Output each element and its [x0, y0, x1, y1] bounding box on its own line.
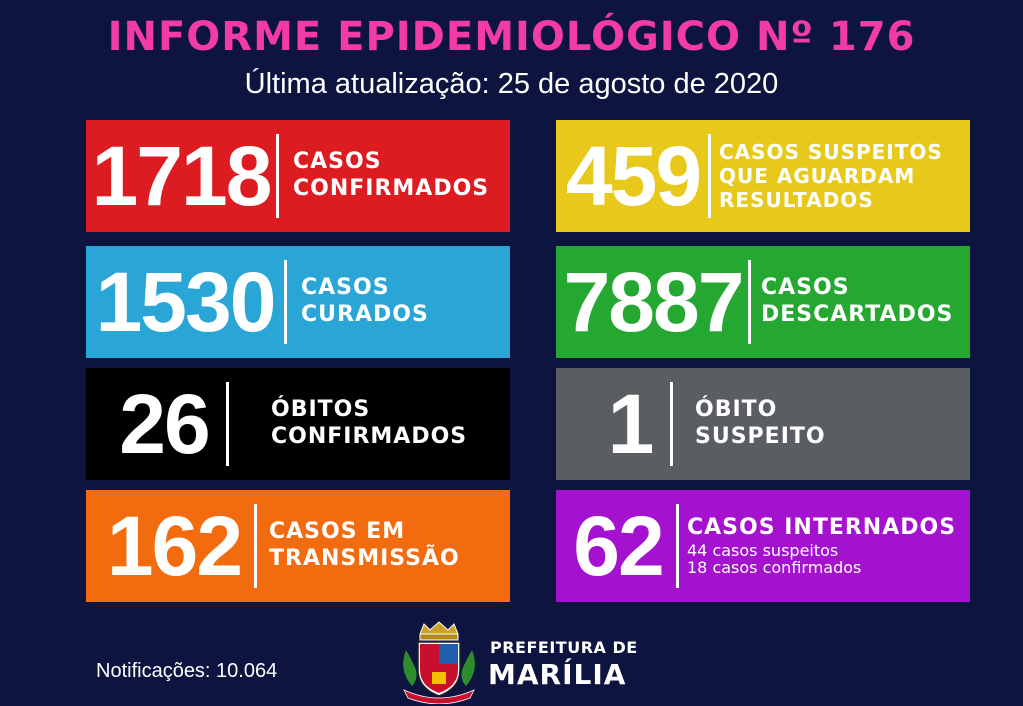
card-confirmed-cases: 1718 CASOS CONFIRMADOS: [86, 120, 510, 232]
card-label-line: CASOS INTERNADOS: [687, 514, 957, 540]
card-label-line: CONFIRMADOS: [293, 176, 490, 201]
card-divider: [670, 382, 673, 466]
card-label-line: CONFIRMADOS: [271, 424, 468, 449]
card-label-line: CASOS: [761, 275, 850, 301]
card-label: CASOS DESCARTADOS: [761, 275, 953, 329]
card-label-line: CASOS: [293, 149, 382, 175]
card-label: CASOS CURADOS: [301, 275, 429, 329]
card-sublabel: 44 casos suspeitos 18 casos confirmados: [687, 542, 956, 577]
card-label-line: RESULTADOS: [719, 188, 874, 212]
prefeitura-label: PREFEITURA DE: [490, 638, 638, 657]
card-divider: [748, 260, 751, 344]
card-label-line: CASOS: [301, 275, 390, 301]
card-sublabel-line: 44 casos suspeitos: [687, 540, 839, 560]
card-label: ÓBITOS CONFIRMADOS: [271, 397, 467, 451]
card-label-line: QUE AGUARDAM: [719, 164, 916, 188]
card-label-line: SUSPEITO: [695, 424, 826, 449]
card-label: CASOS CONFIRMADOS: [293, 149, 489, 203]
card-value: 62: [573, 499, 664, 593]
card-label: CASOS EM TRANSMISSÃO: [269, 519, 460, 573]
card-value: 1: [607, 377, 655, 471]
card-divider: [284, 260, 287, 344]
card-label-line: CURADOS: [301, 302, 429, 327]
notifications-count: Notificações: 10.064: [96, 660, 278, 682]
last-update-text: Última atualização: 25 de agosto de 2020: [244, 68, 779, 100]
card-label-line: TRANSMISSÃO: [269, 546, 460, 571]
card-label-line: DESCARTADOS: [761, 302, 954, 327]
card-value: 26: [119, 377, 210, 471]
card-sublabel-line: 18 casos confirmados: [687, 558, 862, 578]
card-label-line: CASOS EM: [269, 519, 406, 545]
card-value: 1718: [91, 129, 273, 223]
card-value: 459: [565, 129, 702, 223]
card-suspected-awaiting: 459 CASOS SUSPEITOS QUE AGUARDAM RESULTA…: [556, 120, 970, 232]
card-hospitalized-cases: 62 CASOS INTERNADOS 44 casos suspeitos 1…: [556, 490, 970, 602]
card-label: ÓBITO SUSPEITO: [695, 397, 826, 451]
card-label-line: ÓBITOS: [271, 397, 371, 423]
card-transmission-cases: 162 CASOS EM TRANSMISSÃO: [86, 490, 510, 602]
card-divider: [276, 134, 279, 218]
card-label: CASOS INTERNADOS 44 casos suspeitos 18 c…: [687, 515, 956, 577]
card-divider: [708, 134, 711, 218]
card-confirmed-deaths: 26 ÓBITOS CONFIRMADOS: [86, 368, 510, 480]
card-discarded-cases: 7887 CASOS DESCARTADOS: [556, 246, 970, 358]
card-label-line: ÓBITO: [695, 397, 778, 423]
card-divider: [676, 504, 679, 588]
card-value: 7887: [563, 255, 745, 349]
card-recovered-cases: 1530 CASOS CURADOS: [86, 246, 510, 358]
card-value: 1530: [95, 255, 277, 349]
report-title: INFORME EPIDEMIOLÓGICO Nº 176: [107, 14, 916, 60]
city-coat-of-arms-icon: [403, 621, 475, 704]
card-label-line: CASOS SUSPEITOS: [719, 140, 943, 164]
card-divider: [254, 504, 257, 588]
card-suspected-death: 1 ÓBITO SUSPEITO: [556, 368, 970, 480]
card-label: CASOS SUSPEITOS QUE AGUARDAM RESULTADOS: [719, 140, 943, 212]
card-value: 162: [106, 499, 243, 593]
city-name: MARÍLIA: [488, 658, 627, 691]
card-divider: [226, 382, 229, 466]
